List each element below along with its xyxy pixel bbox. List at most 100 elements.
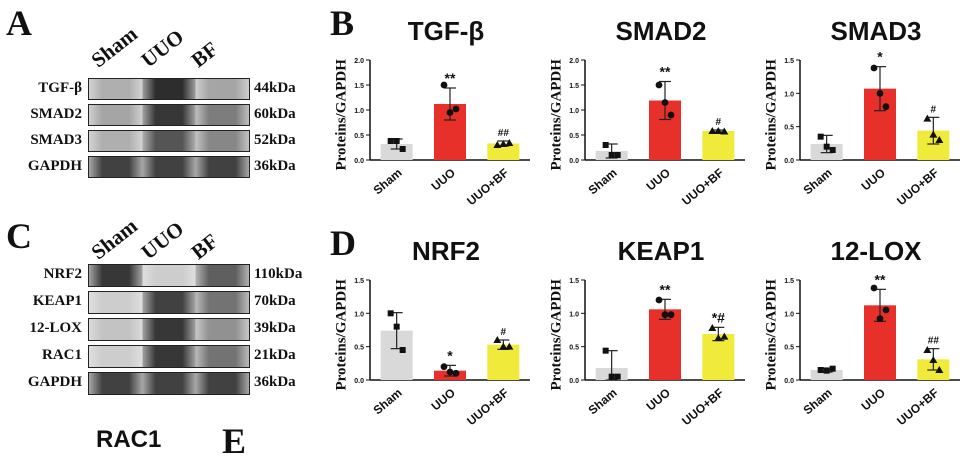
data-point xyxy=(714,334,723,341)
blot-strip xyxy=(88,104,250,126)
chart-plot: 0.0 0.5 1.0 1.5 2.0 Sham ** UUO # UUO+BF xyxy=(569,58,745,209)
data-point xyxy=(493,336,502,343)
chart-title: TGF-β xyxy=(407,16,485,46)
data-point xyxy=(399,146,406,152)
chart-title: KEAP1 xyxy=(617,236,705,266)
y-tick-label: 1.5 xyxy=(354,83,364,90)
data-point xyxy=(829,147,836,153)
significance-label: ** xyxy=(660,64,671,80)
significance-label: ** xyxy=(875,271,886,287)
blot-strip xyxy=(88,264,250,287)
data-point xyxy=(817,133,824,140)
data-point xyxy=(399,347,406,353)
x-tick-label: UUO+BF xyxy=(679,166,726,209)
y-tick-label: 0.5 xyxy=(569,133,579,140)
data-point xyxy=(870,64,878,72)
data-point xyxy=(823,367,830,374)
x-tick-label: Sham xyxy=(371,166,405,198)
significance-label: ## xyxy=(928,336,940,347)
y-tick-label: 1.5 xyxy=(569,278,579,285)
data-point xyxy=(817,367,824,373)
data-point xyxy=(505,342,514,350)
data-point xyxy=(829,365,836,372)
data-point xyxy=(505,139,514,146)
blot-row-label: TGF-β xyxy=(38,80,82,96)
data-point xyxy=(720,332,729,340)
data-point xyxy=(667,311,675,319)
data-point xyxy=(452,105,460,113)
panel-b-letter: B xyxy=(330,3,355,43)
blot-kda-label: 44kDa xyxy=(254,80,296,96)
data-point xyxy=(929,130,938,138)
y-tick-label: 0.0 xyxy=(784,378,794,385)
data-point xyxy=(708,127,717,134)
chart-plot: 0.0 0.5 1.0 1.5 Sham * UUO # UUO+BF xyxy=(784,49,960,208)
data-point xyxy=(929,356,938,363)
x-tick-label: UUO+BF xyxy=(464,386,511,429)
significance-label: *# xyxy=(712,309,725,325)
y-tick-label: 0.5 xyxy=(784,345,794,352)
blot-strip xyxy=(88,345,250,368)
significance-label: # xyxy=(501,327,507,338)
x-tick-label: UUO+BF xyxy=(894,386,941,429)
blot-kda-label: 36kDa xyxy=(254,158,296,174)
blot-row-label: RAC1 xyxy=(42,347,82,363)
x-tick-label: Sham xyxy=(801,386,835,418)
y-tick-label: 1.5 xyxy=(784,58,794,65)
y-tick-label: 0.0 xyxy=(354,378,364,385)
lane-label-sham: Sham xyxy=(86,213,142,265)
y-tick-label: 0.0 xyxy=(354,158,364,165)
data-point xyxy=(493,141,502,148)
significance-label: # xyxy=(931,104,937,115)
x-tick-label: Sham xyxy=(371,386,405,418)
y-tick-label: 1.5 xyxy=(354,278,364,285)
chart-keap1: KEAP1 Proteins/GAPDH 0.0 0.5 1.0 1.5 Sham ** UUO… xyxy=(545,230,755,435)
data-point xyxy=(823,143,830,150)
blot-strip xyxy=(88,156,250,178)
lane-label-bf: BF xyxy=(186,228,223,265)
panel-d-letter: D xyxy=(330,223,356,263)
data-point xyxy=(661,311,669,319)
data-point xyxy=(661,99,669,106)
y-tick-label: 2.0 xyxy=(354,58,364,65)
data-point xyxy=(393,323,400,330)
data-point xyxy=(720,127,729,135)
y-tick-label: 0.0 xyxy=(569,158,579,165)
y-tick-label: 0.5 xyxy=(354,345,364,352)
chart-title: NRF2 xyxy=(412,236,480,266)
data-point xyxy=(608,373,615,380)
figure: A B C D E RAC1 Sham UUO BF TGF-β 44kDa SMAD2 6… xyxy=(6,3,960,461)
data-point xyxy=(602,347,609,354)
data-point xyxy=(882,306,890,314)
chart-plot: 0.0 0.5 1.0 1.5 Sham * UUO # UUO+BF xyxy=(354,278,530,429)
y-tick-label: 1.0 xyxy=(784,311,794,318)
significance-label: ** xyxy=(660,281,671,297)
data-point xyxy=(499,140,508,147)
y-tick-label: 1.0 xyxy=(354,108,364,115)
data-point xyxy=(499,342,508,350)
bar-uuo xyxy=(649,309,681,380)
data-point xyxy=(393,138,400,144)
panel-c-letter: C xyxy=(6,216,32,256)
chart-title: SMAD3 xyxy=(830,16,922,46)
data-point xyxy=(923,114,932,122)
data-point xyxy=(440,363,448,371)
lane-label-sham: Sham xyxy=(86,21,142,73)
data-point xyxy=(876,315,884,323)
panel-e-title: RAC1 xyxy=(96,426,162,453)
significance-label: ## xyxy=(498,128,510,139)
data-point xyxy=(667,111,675,119)
x-tick-label: UUO+BF xyxy=(464,166,511,209)
chart-nrf2: NRF2 Proteins/GAPDH 0.0 0.5 1.0 1.5 Sham * UUO # U… xyxy=(330,230,540,435)
data-point xyxy=(452,369,460,377)
bar-sham xyxy=(810,370,843,380)
lane-label-uuo: UUO xyxy=(136,24,189,73)
y-tick-label: 1.5 xyxy=(569,83,579,90)
y-tick-label: 0.0 xyxy=(569,378,579,385)
blot-strip xyxy=(88,372,250,395)
blot-kda-label: 60kDa xyxy=(254,106,296,122)
data-point xyxy=(446,109,454,116)
blot-kda-label: 36kDa xyxy=(254,374,296,390)
x-tick-label: Sham xyxy=(586,386,620,418)
blot-strip xyxy=(88,130,250,152)
